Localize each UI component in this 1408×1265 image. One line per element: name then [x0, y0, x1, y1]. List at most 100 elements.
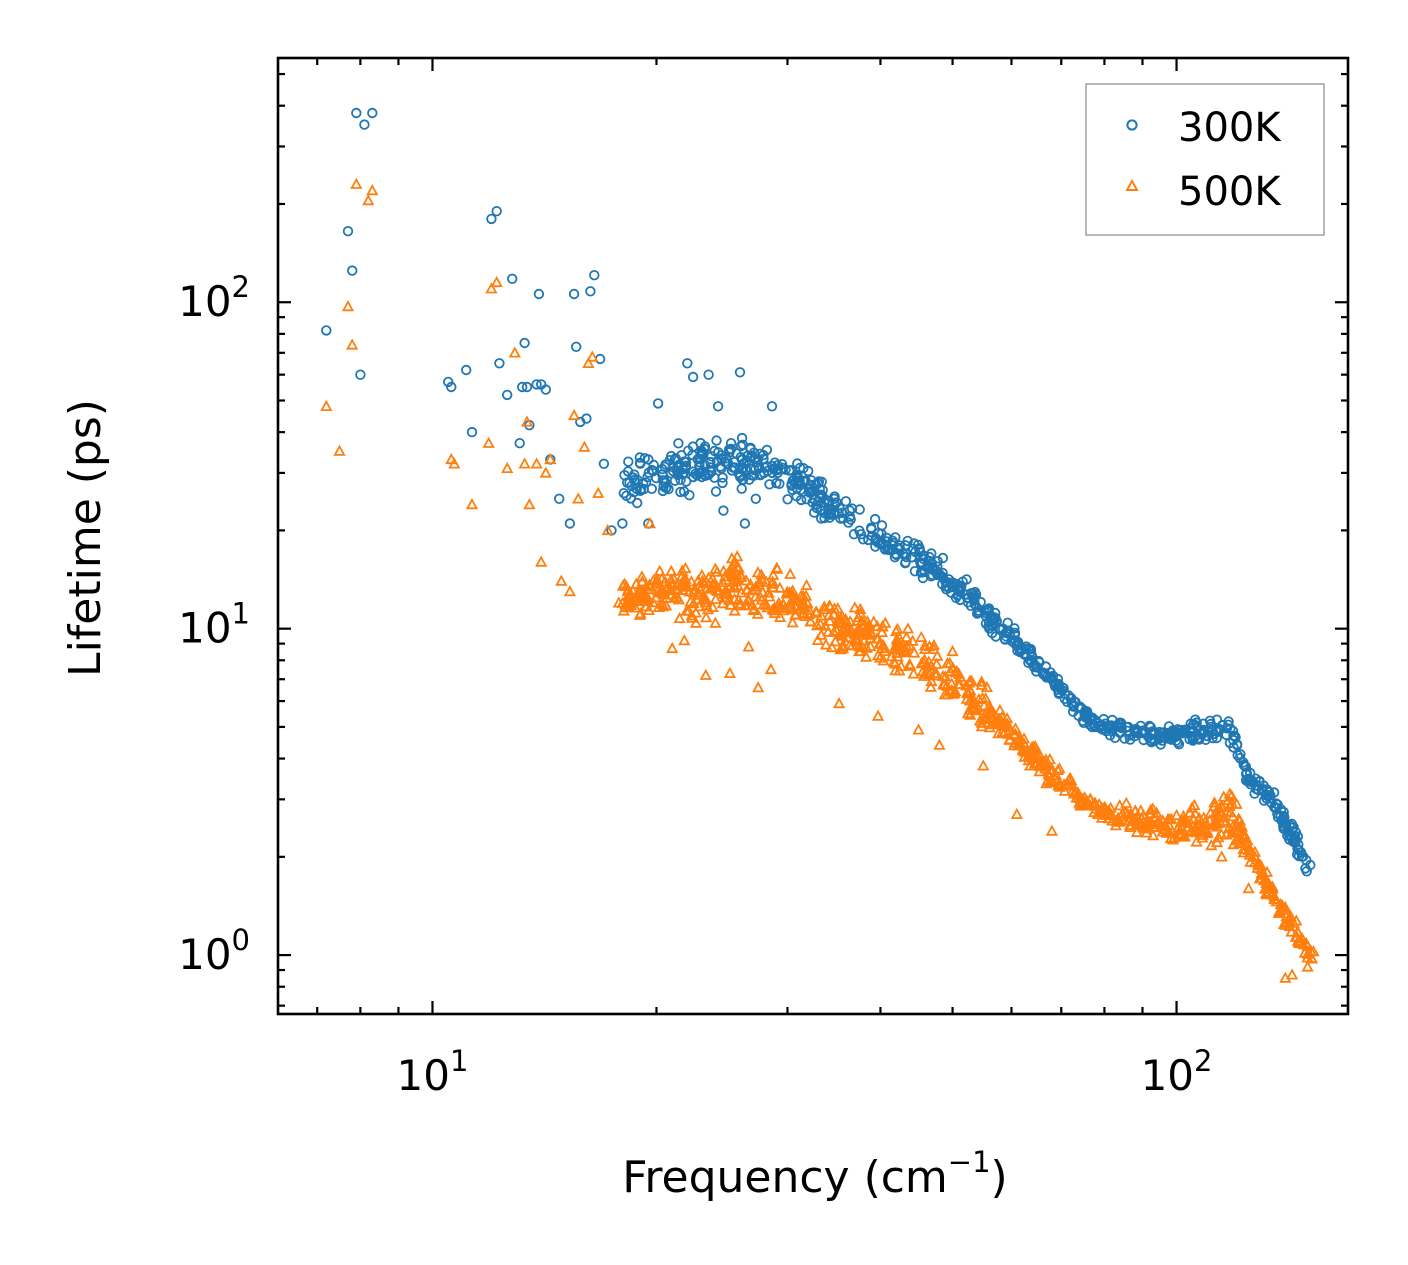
data-point	[1219, 816, 1232, 828]
data-point	[789, 474, 800, 486]
legend: 300K 500K	[1085, 83, 1325, 236]
data-point	[918, 642, 932, 654]
data-point	[1232, 824, 1245, 836]
data-point	[517, 381, 528, 393]
data-point	[320, 399, 333, 411]
data-point	[937, 579, 948, 590]
data-point	[660, 482, 672, 494]
data-point	[1076, 703, 1087, 714]
data-point	[791, 471, 803, 482]
data-point	[1178, 829, 1191, 841]
data-point	[1268, 787, 1280, 798]
data-point	[1172, 737, 1183, 748]
data-point	[968, 696, 982, 708]
data-point	[1095, 801, 1108, 813]
data-point	[943, 656, 957, 668]
data-point	[1297, 851, 1309, 862]
data-point	[967, 702, 981, 714]
data-point	[1223, 719, 1234, 731]
data-point	[945, 677, 958, 689]
data-point	[355, 369, 366, 380]
data-point	[927, 562, 938, 573]
data-point	[1260, 865, 1274, 877]
data-point	[648, 459, 659, 471]
data-point	[1121, 721, 1132, 733]
data-point	[359, 119, 370, 130]
data-point	[1285, 925, 1298, 937]
data-point	[689, 606, 703, 618]
data-point	[1124, 734, 1136, 745]
data-point	[870, 541, 881, 552]
data-point	[726, 569, 739, 581]
data-point	[699, 441, 711, 452]
data-point	[931, 649, 944, 661]
data-point	[747, 603, 760, 615]
data-point	[804, 615, 817, 627]
data-point	[755, 568, 768, 580]
data-point	[1063, 771, 1077, 783]
data-point	[321, 325, 332, 336]
data-point	[831, 602, 844, 614]
data-point	[657, 469, 668, 480]
data-point	[1154, 733, 1166, 744]
axes-layer: 101 102 100 101 102	[178, 56, 1350, 1100]
data-point	[1028, 757, 1041, 769]
data-point	[879, 644, 892, 656]
data-point	[745, 442, 756, 454]
data-point	[876, 620, 889, 632]
data-point	[362, 194, 375, 206]
data-point	[1047, 670, 1059, 682]
data-point	[741, 465, 753, 476]
data-point	[655, 572, 668, 584]
data-point	[631, 585, 644, 598]
data-point	[705, 456, 716, 468]
data-point	[851, 636, 864, 648]
data-point	[530, 457, 543, 469]
data-point	[635, 570, 649, 582]
data-point	[725, 438, 737, 449]
data-point	[748, 470, 760, 481]
data-point	[891, 650, 904, 662]
data-point	[837, 507, 848, 519]
data-point	[465, 498, 479, 510]
data-point	[1209, 805, 1223, 817]
data-point	[635, 484, 647, 495]
data-point	[592, 486, 605, 498]
data-point	[900, 630, 913, 643]
data-point	[709, 616, 722, 628]
data-point	[1146, 829, 1160, 841]
data-point	[706, 600, 719, 612]
data-point	[675, 486, 686, 498]
data-point	[633, 608, 647, 620]
data-point	[555, 574, 568, 586]
data-point	[873, 651, 887, 663]
data-point	[699, 596, 712, 608]
data-point	[1040, 777, 1053, 789]
data-point	[691, 593, 704, 605]
data-point	[836, 642, 850, 654]
data-point	[806, 475, 817, 486]
data-point	[703, 369, 714, 380]
data-point	[1096, 723, 1107, 735]
data-point	[1121, 807, 1134, 819]
data-point	[1222, 793, 1235, 805]
data-point	[960, 692, 974, 704]
legend-marker-500k	[1125, 178, 1139, 191]
data-point	[1210, 835, 1224, 848]
data-point	[539, 466, 552, 478]
data-point	[772, 460, 783, 471]
data-point	[1013, 732, 1027, 745]
data-point	[1301, 947, 1314, 959]
data-point	[1205, 718, 1217, 730]
data-point	[1080, 712, 1092, 723]
data-point	[811, 502, 823, 514]
data-point	[1185, 801, 1199, 813]
data-point	[612, 596, 625, 608]
data-point	[978, 699, 991, 711]
data-point	[535, 555, 548, 567]
data-point	[486, 213, 497, 225]
data-point	[944, 664, 957, 677]
data-point	[727, 462, 739, 473]
data-point	[706, 466, 717, 478]
data-point	[346, 338, 359, 350]
